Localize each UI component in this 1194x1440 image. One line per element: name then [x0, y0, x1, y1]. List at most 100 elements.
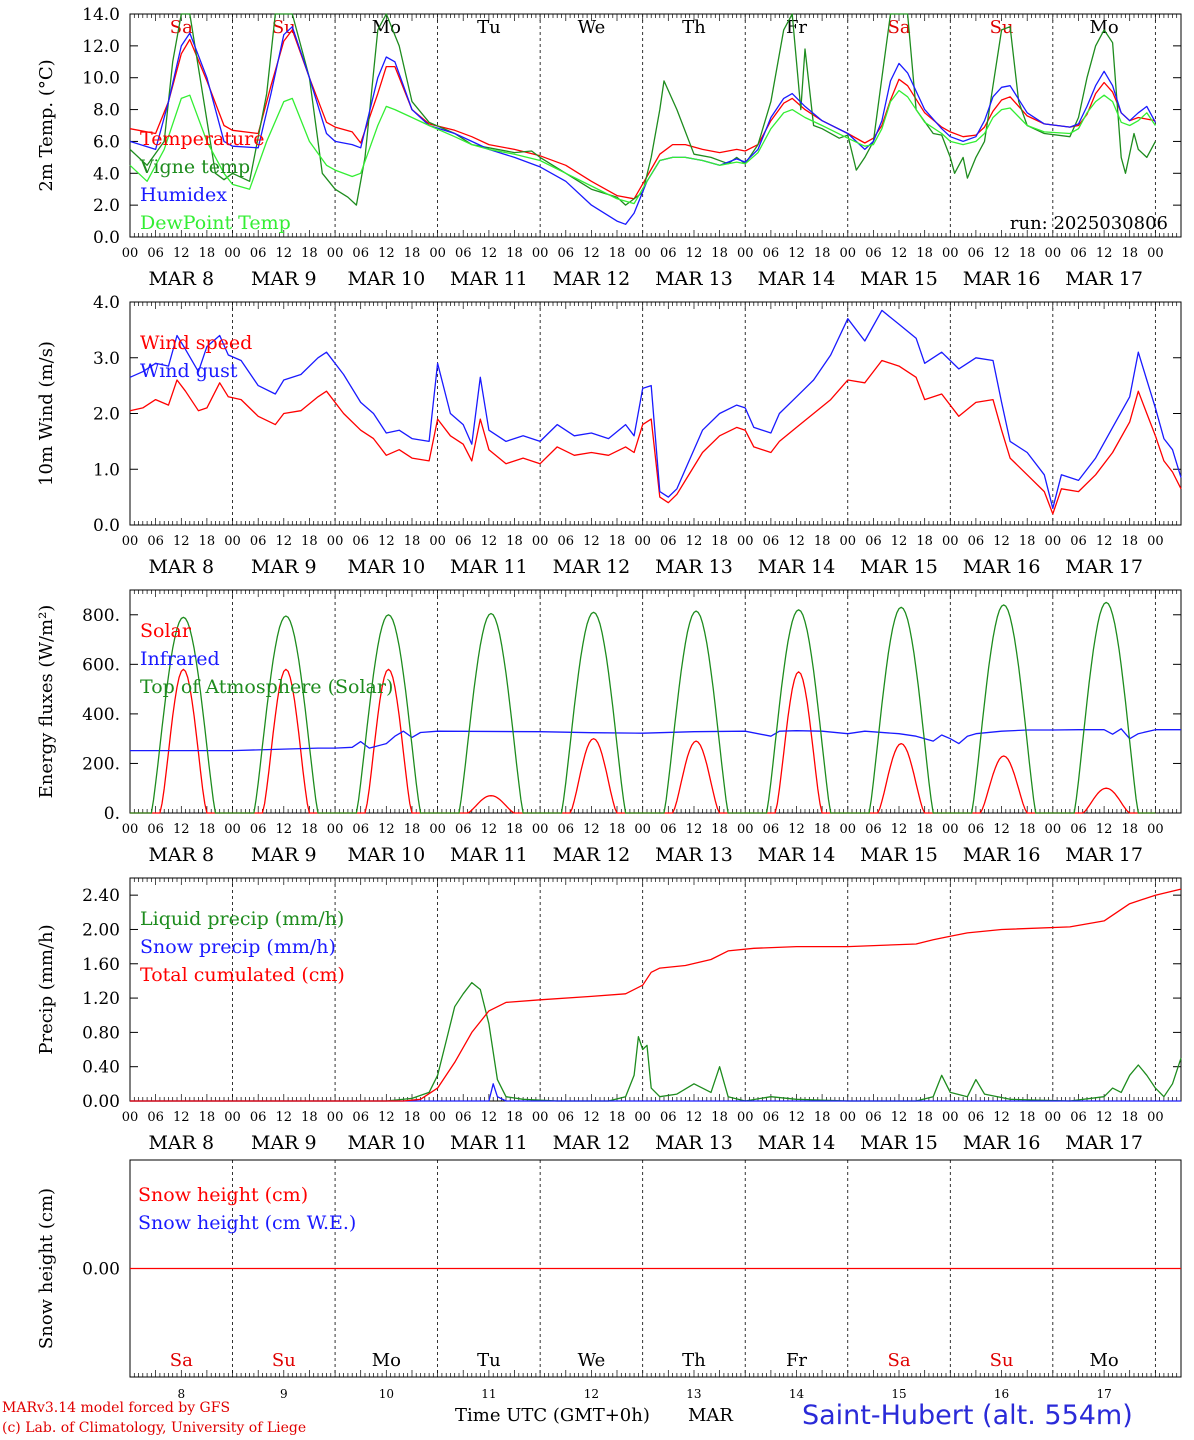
y-tick-label: 0.0 [93, 516, 120, 536]
hour-label: 12 [993, 246, 1010, 261]
hour-label: 06 [558, 246, 575, 261]
hour-label: 00 [737, 1110, 754, 1125]
hour-label: 12 [481, 534, 498, 549]
hour-ticks [129, 878, 1182, 1101]
legend-entry: Wind speed [140, 332, 252, 354]
hour-label: 18 [1121, 534, 1138, 549]
hour-label: 18 [1019, 246, 1036, 261]
hour-label: 18 [609, 1110, 626, 1125]
hour-label: 06 [1070, 246, 1087, 261]
hour-label: 12 [1096, 534, 1113, 549]
hour-label: 12 [173, 534, 190, 549]
y-tick-label: 6.0 [93, 132, 120, 152]
date-label: MAR 17 [1065, 844, 1143, 866]
hour-label: 06 [763, 1110, 780, 1125]
legend-entry: Solar [140, 620, 192, 642]
hour-label: 12 [1096, 822, 1113, 837]
hour-label: 18 [301, 246, 318, 261]
date-label: MAR 13 [655, 268, 733, 290]
hour-label: 12 [378, 1110, 395, 1125]
date-label: MAR 9 [251, 556, 317, 578]
y-tick-label: 0. [104, 804, 120, 824]
hour-label: 00 [429, 1110, 446, 1125]
day-of-week-label: Sa [887, 1350, 910, 1371]
y-axis-label: Energy fluxes (W/m²) [36, 605, 57, 799]
hour-label: 12 [583, 246, 600, 261]
hour-label: 12 [993, 822, 1010, 837]
series-line [129, 89, 1156, 205]
day-number-label: 9 [280, 1387, 288, 1400]
hour-label: 00 [429, 534, 446, 549]
hour-label: 12 [173, 822, 190, 837]
hour-label: 12 [891, 534, 908, 549]
meteogram: 0.0 2.0 4.0 6.0 8.0 10.0 12.0 14.0 2m Temp. (°C)… [36, 5, 1182, 1400]
hour-label: 06 [147, 822, 164, 837]
hour-label: 06 [865, 1110, 882, 1125]
legend-entry: DewPoint Temp [140, 212, 291, 234]
date-label: MAR 15 [860, 268, 938, 290]
hour-label: 18 [1121, 246, 1138, 261]
y-tick-label: 4.0 [93, 293, 120, 313]
hour-label: 18 [506, 534, 523, 549]
hour-label: 06 [455, 246, 472, 261]
hour-label: 12 [686, 1110, 703, 1125]
hour-label: 18 [609, 534, 626, 549]
hour-label: 12 [891, 822, 908, 837]
date-label: MAR 16 [963, 268, 1041, 290]
hour-label: 18 [301, 822, 318, 837]
hour-label: 18 [404, 1110, 421, 1125]
y-tick-label: 0.00 [82, 1092, 120, 1112]
y-axis-label: Snow height (cm) [36, 1188, 57, 1349]
hour-label: 18 [711, 246, 728, 261]
hour-label: 00 [1147, 1110, 1164, 1125]
hour-label: 12 [378, 246, 395, 261]
hour-label: 06 [250, 246, 267, 261]
hour-label: 18 [506, 1110, 523, 1125]
series-line [130, 601, 1156, 814]
series-line [129, 29, 1156, 200]
date-label: MAR 9 [251, 1132, 317, 1154]
day-of-week-label: We [578, 1350, 606, 1371]
legend-entry: Humidex [140, 184, 227, 206]
day-of-week-label: Th [682, 1350, 706, 1371]
hour-label: 12 [1096, 1110, 1113, 1125]
hour-label: 00 [327, 822, 344, 837]
hour-label: 12 [481, 1110, 498, 1125]
hour-label: 12 [583, 1110, 600, 1125]
y-tick-label: 0.40 [82, 1058, 120, 1078]
hour-label: 12 [276, 246, 293, 261]
date-label: MAR 14 [758, 268, 836, 290]
hour-label: 12 [686, 534, 703, 549]
y-tick-label: 0.0 [93, 228, 120, 248]
day-of-week-label: Sa [170, 1350, 193, 1371]
date-label: MAR 8 [148, 1132, 214, 1154]
hour-label: 06 [1070, 534, 1087, 549]
hour-label: 18 [199, 246, 216, 261]
hour-label: 00 [634, 1110, 651, 1125]
hour-label: 06 [455, 534, 472, 549]
hour-label: 06 [763, 246, 780, 261]
hour-label: 00 [122, 246, 139, 261]
hour-label: 06 [558, 1110, 575, 1125]
y-tick-label: 800. [82, 606, 120, 626]
date-label: MAR 11 [450, 556, 528, 578]
hour-label: 06 [558, 534, 575, 549]
day-of-week-label: Tu [477, 1350, 501, 1371]
day-number-label: 14 [789, 1387, 805, 1400]
hour-label: 06 [763, 534, 780, 549]
hour-label: 06 [968, 1110, 985, 1125]
hour-label: 12 [276, 822, 293, 837]
legend-entry: Snow height (cm W.E.) [138, 1212, 356, 1234]
hour-label: 06 [352, 1110, 369, 1125]
y-axis-label: 2m Temp. (°C) [36, 59, 57, 191]
date-label: MAR 8 [148, 268, 214, 290]
hour-label: 18 [814, 1110, 831, 1125]
hour-label: 06 [968, 534, 985, 549]
hour-label: 18 [711, 1110, 728, 1125]
hour-label: 00 [737, 822, 754, 837]
date-label: MAR 10 [347, 556, 425, 578]
y-tick-label: 10.0 [82, 69, 120, 89]
legend-entry: Total cumulated (cm) [140, 964, 345, 986]
y-axis-label: Precip (mm/h) [36, 924, 57, 1054]
hour-label: 06 [455, 1110, 472, 1125]
